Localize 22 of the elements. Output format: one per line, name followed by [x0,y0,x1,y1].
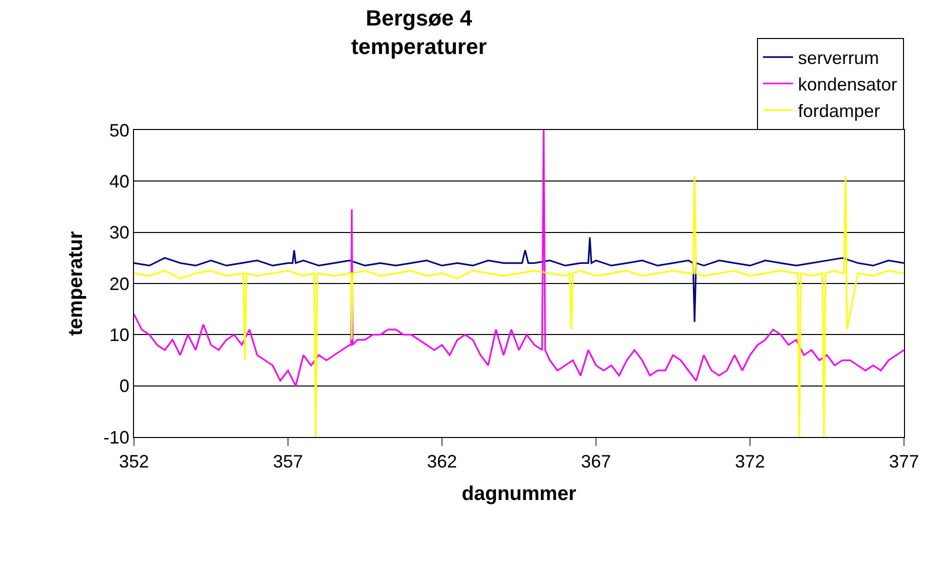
x-axis-title: dagnummer [462,483,576,506]
legend-label: serverrum [798,48,880,68]
legend-label: fordamper [798,100,880,121]
legend-label: kondensator [798,74,898,95]
chart-title: Bergsøe 4 temperaturer [351,5,488,59]
line-series [134,130,904,387]
y-tick-label: 10 [109,324,130,345]
x-tick-label: 372 [734,452,766,472]
x-tick-label: 352 [118,452,150,472]
line-series [134,175,904,437]
y-tick-label: 40 [109,171,130,192]
y-axis-title: temperatur [64,231,87,336]
x-tick-label: 377 [888,452,920,472]
y-tick-label: 0 [119,376,130,396]
line-series [134,236,904,323]
x-tick-label: 367 [580,452,612,472]
y-tick-label: 30 [109,222,130,243]
y-tick-label: -10 [103,427,130,448]
x-tick-label: 362 [426,452,458,472]
y-tick-label: 50 [109,120,130,140]
x-tick-label: 357 [272,452,304,472]
y-tick-label: 20 [109,274,130,294]
